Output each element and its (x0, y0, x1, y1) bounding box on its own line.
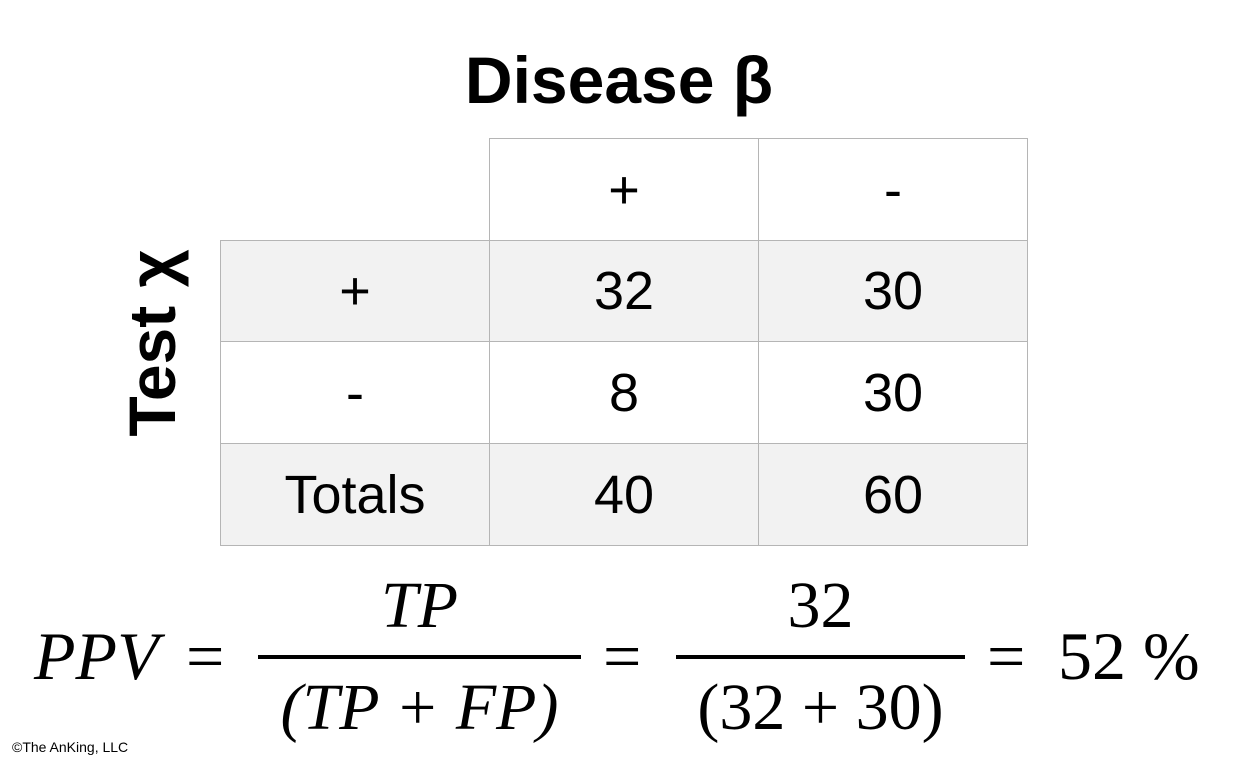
formula-equals-1: = (186, 618, 225, 694)
formula-frac2-bar (676, 655, 965, 659)
disease-title: Disease β (464, 43, 774, 117)
formula-frac2-denominator: (32 + 30) (697, 671, 944, 744)
formula-frac1-numerator: TP (380, 569, 459, 642)
table-cell-total-negative: 60 (758, 443, 1028, 546)
table-cell-true-negative: 30 (758, 341, 1028, 444)
table-cell-false-negative: 8 (489, 341, 759, 444)
formula-equals-2: = (603, 618, 642, 694)
copyright-credit: ©The AnKing, LLC (12, 739, 129, 755)
col-header-positive: + (489, 138, 759, 241)
table-cell-total-positive: 40 (489, 443, 759, 546)
formula-result: 52 % (1058, 618, 1200, 694)
formula-frac2-numerator: 32 (787, 569, 854, 642)
formula-frac1-denominator: (TP + FP) (280, 671, 559, 744)
formula-lhs: PPV (34, 618, 159, 694)
formula-frac1-bar (258, 655, 581, 659)
table-cell-true-positive: 32 (489, 240, 759, 342)
row-label-negative: - (220, 341, 490, 444)
col-header-negative: - (758, 138, 1028, 241)
formula-equals-3: = (987, 618, 1026, 694)
table-cell-false-positive: 30 (758, 240, 1028, 342)
row-label-totals: Totals (220, 443, 490, 546)
